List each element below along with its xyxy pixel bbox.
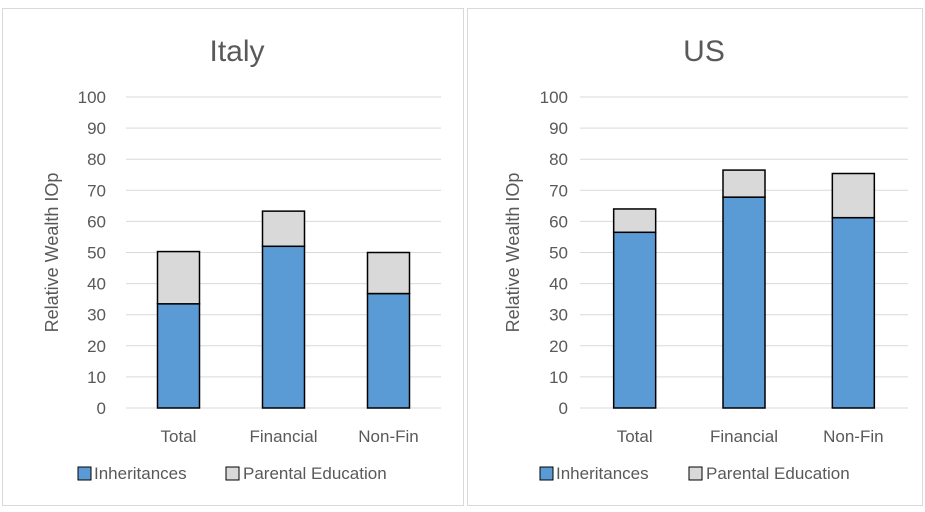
x-tick-label: Non-Fin: [823, 427, 883, 446]
y-tick-label: 10: [549, 368, 568, 387]
y-tick-label: 60: [549, 212, 568, 231]
legend-swatch: [688, 466, 703, 481]
y-tick-label: 90: [87, 119, 106, 138]
y-tick-label: 0: [559, 399, 568, 418]
x-tick-label: Total: [617, 427, 653, 446]
bar-parental-education: [612, 208, 657, 234]
x-tick-label: Financial: [249, 427, 317, 446]
bar-inheritances: [261, 245, 306, 409]
bar-inheritances: [156, 303, 201, 409]
y-tick-label: 40: [87, 275, 106, 294]
y-axis-label: Relative Wealth IOp: [503, 173, 523, 333]
bar-parental-education: [722, 169, 766, 198]
y-tick-label: 20: [87, 337, 106, 356]
bar-inheritances: [366, 292, 411, 409]
bar-inheritances: [831, 216, 876, 409]
bar-parental-education: [156, 250, 201, 305]
chart-title: Italy: [209, 35, 264, 68]
chart-title: US: [683, 35, 725, 68]
y-tick-label: 70: [549, 181, 568, 200]
y-tick-label: 20: [549, 337, 568, 356]
y-tick-label: 70: [87, 181, 106, 200]
y-tick-label: 100: [78, 88, 106, 107]
y-tick-label: 30: [549, 306, 568, 325]
bar-parental-education: [831, 172, 876, 219]
chart-panel-us: US 0 10 20 30 40 50 60 70 80 90 100 Relative Wealth …: [467, 8, 923, 506]
x-tick-label: Financial: [710, 427, 778, 446]
legend-label: Parental Education: [243, 464, 387, 483]
y-tick-label: 40: [549, 275, 568, 294]
y-tick-label: 90: [549, 119, 568, 138]
bar-inheritances: [612, 231, 657, 409]
y-tick-label: 80: [87, 150, 106, 169]
legend-label: Inheritances: [94, 464, 187, 483]
y-tick-label: 30: [87, 306, 106, 325]
legend-swatch: [539, 466, 554, 481]
y-tick-label: 10: [87, 368, 106, 387]
legend-label: Parental Education: [706, 464, 850, 483]
y-tick-label: 50: [87, 244, 106, 263]
legend-swatch: [225, 466, 240, 481]
legend-label: Inheritances: [556, 464, 649, 483]
y-tick-label: 50: [549, 244, 568, 263]
legend-swatch: [77, 466, 92, 481]
bar-parental-education: [261, 210, 306, 248]
x-tick-label: Non-Fin: [358, 427, 418, 446]
y-tick-label: 60: [87, 212, 106, 231]
y-tick-label: 80: [549, 150, 568, 169]
chart-panel-italy: Italy 0 10 20 30 40 50 60 70 80 90 100 Relative Weal…: [2, 8, 464, 506]
chart-italy: Italy 0 10 20 30 40 50 60 70 80 90 100 Relative Weal…: [42, 35, 441, 483]
bar-parental-education: [366, 251, 411, 295]
y-tick-label: 100: [540, 88, 568, 107]
y-axis-label: Relative Wealth IOp: [42, 173, 62, 333]
bar-inheritances: [722, 196, 766, 409]
chart-us: US 0 10 20 30 40 50 60 70 80 90 100 Relative Wealth …: [503, 35, 908, 483]
y-tick-label: 0: [97, 399, 106, 418]
x-tick-label: Total: [161, 427, 197, 446]
